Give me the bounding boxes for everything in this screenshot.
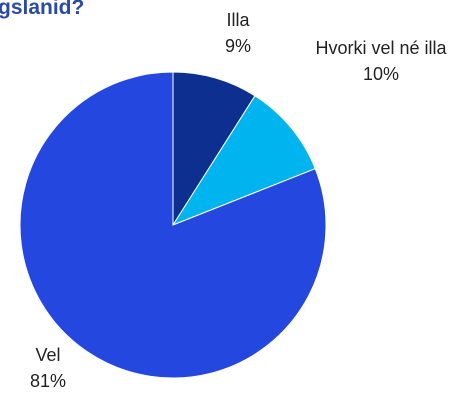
pie-slice: [171, 95, 316, 227]
slice-label: Vel 81%: [8, 342, 88, 394]
pie-slice: [172, 71, 256, 227]
value-label: 81%: [29, 371, 67, 391]
chart-title: gslanid?: [0, 0, 85, 19]
slice-label: Hvorki vel né illa 10%: [314, 35, 449, 87]
value-label: 9%: [224, 36, 251, 56]
value-label: 10%: [362, 64, 400, 84]
slice-label: Illa 9%: [198, 7, 278, 59]
category-label: Vel: [35, 345, 61, 365]
category-label: Illa: [226, 10, 250, 30]
pie-slice: [19, 71, 327, 379]
category-label: Hvorki vel né illa: [315, 38, 447, 58]
